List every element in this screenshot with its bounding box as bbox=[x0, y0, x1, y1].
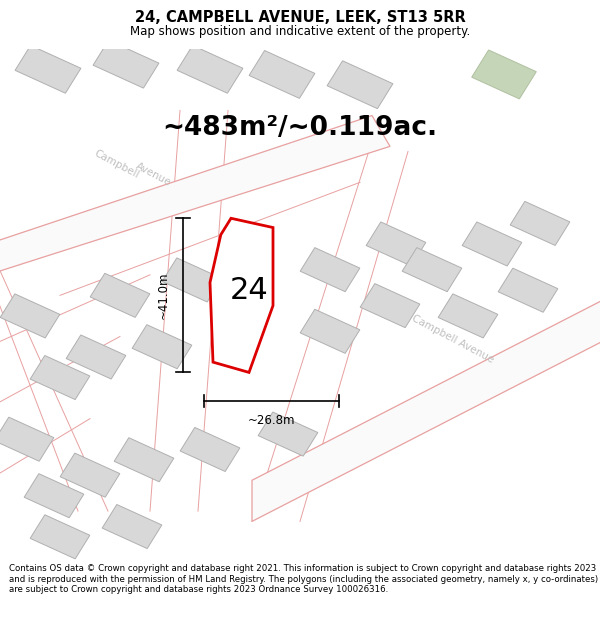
Polygon shape bbox=[24, 474, 84, 518]
Polygon shape bbox=[300, 309, 360, 353]
Text: Avenue: Avenue bbox=[134, 161, 172, 188]
Polygon shape bbox=[498, 268, 558, 312]
Polygon shape bbox=[30, 356, 90, 399]
Polygon shape bbox=[210, 218, 273, 372]
Polygon shape bbox=[30, 515, 90, 559]
Text: ~26.8m: ~26.8m bbox=[248, 414, 295, 426]
Polygon shape bbox=[114, 438, 174, 482]
Polygon shape bbox=[366, 222, 426, 266]
Polygon shape bbox=[180, 428, 240, 471]
Polygon shape bbox=[327, 61, 393, 109]
Polygon shape bbox=[0, 294, 60, 338]
Polygon shape bbox=[0, 116, 390, 275]
Polygon shape bbox=[300, 248, 360, 292]
Text: 24, CAMPBELL AVENUE, LEEK, ST13 5RR: 24, CAMPBELL AVENUE, LEEK, ST13 5RR bbox=[134, 10, 466, 25]
Polygon shape bbox=[472, 50, 536, 99]
Polygon shape bbox=[510, 201, 570, 246]
Polygon shape bbox=[102, 504, 162, 549]
Polygon shape bbox=[258, 412, 318, 456]
Polygon shape bbox=[0, 417, 54, 461]
Polygon shape bbox=[438, 294, 498, 338]
Polygon shape bbox=[162, 258, 222, 302]
Polygon shape bbox=[252, 296, 600, 521]
Text: Map shows position and indicative extent of the property.: Map shows position and indicative extent… bbox=[130, 25, 470, 38]
Text: Contains OS data © Crown copyright and database right 2021. This information is : Contains OS data © Crown copyright and d… bbox=[9, 564, 598, 594]
Polygon shape bbox=[90, 273, 150, 318]
Text: Campbell: Campbell bbox=[93, 148, 141, 181]
Polygon shape bbox=[93, 40, 159, 88]
Polygon shape bbox=[360, 284, 420, 328]
Polygon shape bbox=[177, 46, 243, 93]
Text: ~41.0m: ~41.0m bbox=[157, 272, 170, 319]
Text: Campbell Avenue: Campbell Avenue bbox=[410, 313, 496, 365]
Text: 24: 24 bbox=[230, 276, 268, 305]
Polygon shape bbox=[132, 324, 192, 369]
Polygon shape bbox=[462, 222, 522, 266]
Polygon shape bbox=[402, 248, 462, 292]
Polygon shape bbox=[66, 335, 126, 379]
Polygon shape bbox=[15, 46, 81, 93]
Text: ~483m²/~0.119ac.: ~483m²/~0.119ac. bbox=[163, 116, 437, 141]
Polygon shape bbox=[60, 453, 120, 498]
Polygon shape bbox=[249, 51, 315, 98]
